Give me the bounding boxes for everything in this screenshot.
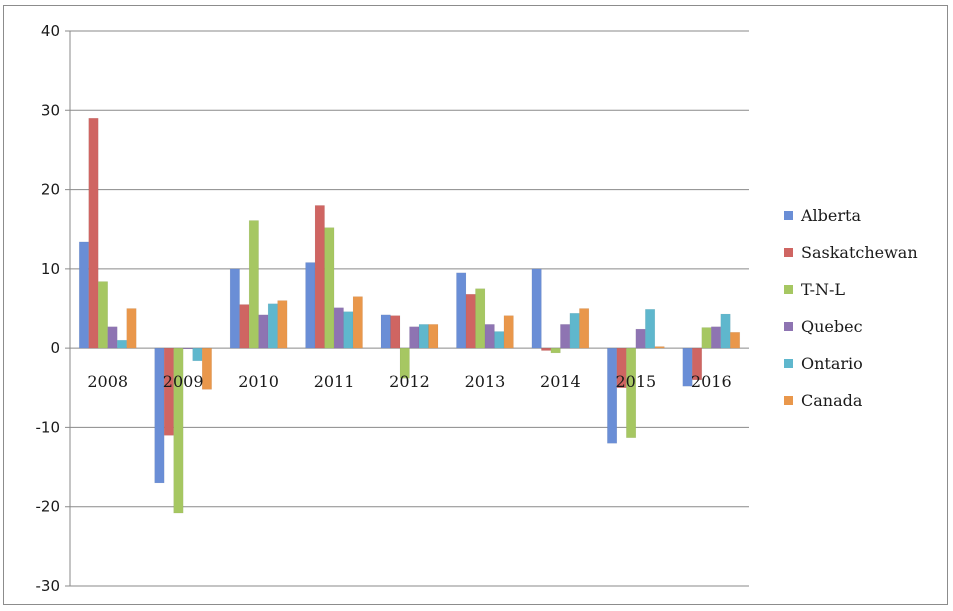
bar-ontario-2012	[418, 324, 429, 349]
bar-saskatchewan-2013	[465, 293, 476, 349]
bar-saskatchewan-2010	[239, 304, 250, 349]
bar-canada-2008	[126, 308, 137, 349]
bar-alberta-2014	[531, 268, 542, 349]
bar-saskatchewan-2011	[314, 205, 325, 349]
bar-ontario-2008	[116, 339, 127, 349]
bar-t-n-l-2011	[324, 227, 335, 349]
legend-swatch-saskatchewan	[784, 248, 793, 257]
bar-ontario-2014	[569, 313, 580, 349]
x-category-label: 2011	[314, 372, 355, 391]
bar-quebec-2011	[333, 307, 344, 349]
legend-swatch-ontario	[784, 359, 793, 368]
y-tick-label: 40	[41, 22, 60, 40]
x-category-label: 2008	[87, 372, 128, 391]
bar-ontario-2015	[645, 309, 656, 349]
bar-quebec-2009	[182, 347, 193, 350]
bar-canada-2010	[277, 300, 288, 349]
x-category-label: 2012	[389, 372, 430, 391]
bar-alberta-2015	[607, 347, 618, 444]
bar-canada-2012	[428, 324, 439, 349]
bar-alberta-2010	[229, 268, 240, 349]
y-tick-label: -30	[36, 577, 61, 595]
legend-swatch-canada	[784, 396, 793, 405]
bar-alberta-2012	[380, 314, 391, 349]
bar-canada-2013	[503, 315, 514, 349]
x-category-label: 2013	[465, 372, 506, 391]
bar-quebec-2014	[560, 324, 571, 349]
bar-alberta-2013	[456, 272, 467, 349]
y-tick-label: 10	[41, 260, 60, 278]
bar-t-n-l-2015	[626, 347, 637, 438]
bar-t-n-l-2010	[248, 220, 259, 349]
bar-ontario-2013	[494, 331, 505, 349]
y-tick-label: 0	[50, 339, 60, 357]
legend-label-ontario: Ontario	[801, 354, 863, 373]
y-tick-label: 20	[41, 181, 60, 199]
bar-t-n-l-2009	[173, 347, 184, 514]
legend-swatch-quebec	[784, 322, 793, 331]
bar-saskatchewan-2009	[163, 347, 174, 436]
legend-label-canada: Canada	[801, 391, 863, 410]
y-tick-label: -10	[36, 418, 61, 436]
bar-saskatchewan-2012	[390, 315, 401, 349]
bar-t-n-l-2016	[701, 327, 712, 349]
x-category-label: 2010	[238, 372, 279, 391]
bar-alberta-2009	[154, 347, 165, 484]
bar-quebec-2012	[409, 326, 420, 349]
x-category-label: 2009	[163, 372, 204, 391]
bar-ontario-2016	[720, 313, 731, 349]
bar-canada-2014	[579, 308, 590, 349]
legend-label-saskatchewan: Saskatchewan	[801, 243, 918, 262]
bar-quebec-2008	[107, 326, 118, 349]
bar-canada-2009	[201, 347, 212, 390]
legend-label-alberta: Alberta	[800, 206, 861, 225]
bar-canada-2011	[352, 296, 363, 349]
bar-ontario-2011	[343, 311, 354, 349]
bar-saskatchewan-2008	[88, 117, 99, 349]
chart-frame: 40 30 20 10 0 -10 -20 -30 2008 2009 2010 2011 2012 20…	[3, 5, 948, 605]
y-tick-label: -20	[36, 498, 61, 516]
x-category-label: 2016	[691, 372, 732, 391]
legend-swatch-t-n-l	[784, 285, 793, 294]
bar-canada-2016	[730, 332, 741, 349]
legend-label-t-n-l: T-N-L	[801, 280, 845, 299]
bar-quebec-2016	[711, 326, 722, 349]
bar-ontario-2009	[192, 347, 203, 362]
bar-alberta-2008	[78, 241, 89, 349]
bar-t-n-l-2008	[97, 281, 108, 349]
x-category-label: 2015	[615, 372, 656, 391]
bar-t-n-l-2012	[399, 347, 410, 379]
bar-ontario-2010	[267, 303, 278, 349]
bar-t-n-l-2014	[550, 347, 561, 354]
legend-swatch-alberta	[784, 211, 793, 220]
legend-label-quebec: Quebec	[801, 317, 863, 336]
bar-t-n-l-2013	[475, 288, 486, 349]
bar-quebec-2010	[258, 314, 269, 349]
bar-quebec-2015	[635, 328, 646, 349]
bar-canada-2015	[654, 346, 665, 349]
bar-saskatchewan-2016	[692, 347, 703, 381]
bar-alberta-2011	[305, 262, 316, 349]
bar-quebec-2013	[484, 324, 495, 349]
x-category-label: 2014	[540, 372, 581, 391]
y-tick-label: 30	[41, 101, 60, 119]
bar-saskatchewan-2014	[541, 347, 552, 351]
